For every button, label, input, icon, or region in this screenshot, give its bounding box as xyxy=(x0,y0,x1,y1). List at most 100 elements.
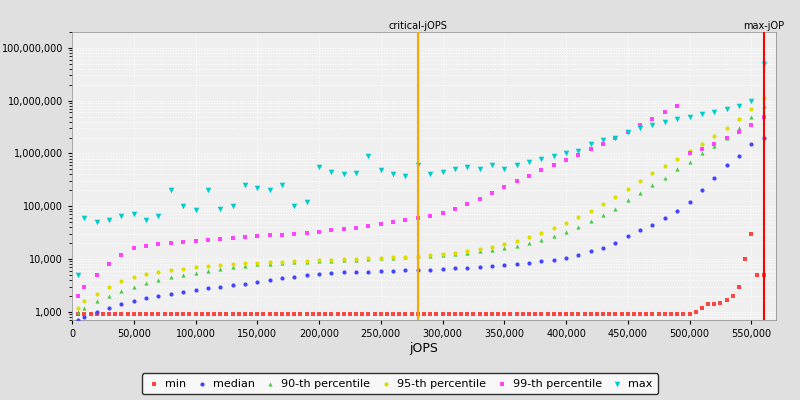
90-th percentile xyxy=(189,270,202,276)
95-th percentile xyxy=(560,220,573,226)
median xyxy=(127,298,140,304)
max xyxy=(288,203,301,210)
95-th percentile xyxy=(127,274,140,280)
median xyxy=(547,257,560,264)
median xyxy=(177,288,190,295)
min xyxy=(208,311,221,318)
99-th percentile xyxy=(720,134,733,141)
99-th percentile xyxy=(560,157,573,163)
Text: max-jOP: max-jOP xyxy=(743,20,784,30)
median xyxy=(522,260,535,266)
min xyxy=(522,311,535,318)
95-th percentile xyxy=(584,208,597,214)
min xyxy=(350,311,362,318)
95-th percentile xyxy=(720,125,733,132)
95-th percentile xyxy=(72,304,85,311)
min xyxy=(541,311,554,318)
min xyxy=(325,311,338,318)
90-th percentile xyxy=(572,224,585,230)
median xyxy=(386,268,399,274)
max xyxy=(720,106,733,112)
95-th percentile xyxy=(609,194,622,200)
99-th percentile xyxy=(634,122,646,129)
min xyxy=(510,311,523,318)
median xyxy=(670,208,683,214)
90-th percentile xyxy=(622,197,634,204)
median xyxy=(263,277,276,283)
median xyxy=(424,266,437,273)
95-th percentile xyxy=(251,260,264,266)
95-th percentile xyxy=(708,133,721,140)
median xyxy=(102,304,115,311)
min xyxy=(690,309,702,315)
90-th percentile xyxy=(758,102,770,109)
median xyxy=(473,264,486,270)
99-th percentile xyxy=(251,233,264,240)
95-th percentile xyxy=(424,252,437,259)
max xyxy=(646,122,659,128)
median xyxy=(683,199,696,205)
median xyxy=(226,282,239,288)
median xyxy=(374,268,387,274)
min xyxy=(251,311,264,318)
min xyxy=(529,311,542,318)
99-th percentile xyxy=(498,184,510,190)
min xyxy=(97,311,110,318)
90-th percentile xyxy=(115,288,128,294)
median xyxy=(325,270,338,276)
99-th percentile xyxy=(473,195,486,202)
90-th percentile xyxy=(313,258,326,265)
99-th percentile xyxy=(115,252,128,258)
min xyxy=(134,311,146,318)
90-th percentile xyxy=(102,293,115,299)
max xyxy=(140,217,153,223)
90-th percentile xyxy=(658,174,671,181)
max xyxy=(251,185,264,191)
max xyxy=(535,155,548,162)
median xyxy=(238,280,251,287)
90-th percentile xyxy=(522,240,535,246)
99-th percentile xyxy=(275,232,288,238)
99-th percentile xyxy=(436,210,449,216)
min xyxy=(406,311,418,318)
95-th percentile xyxy=(102,284,115,290)
min xyxy=(245,311,258,318)
max xyxy=(411,162,424,168)
max xyxy=(486,162,498,168)
95-th percentile xyxy=(634,178,646,184)
99-th percentile xyxy=(78,284,90,290)
99-th percentile xyxy=(658,109,671,116)
min xyxy=(720,296,733,303)
min xyxy=(622,311,634,318)
min xyxy=(78,311,90,318)
min xyxy=(170,311,183,318)
median xyxy=(646,221,659,228)
90-th percentile xyxy=(424,253,437,259)
min xyxy=(362,311,375,318)
min xyxy=(263,311,276,318)
99-th percentile xyxy=(670,102,683,109)
min xyxy=(313,311,326,318)
90-th percentile xyxy=(733,125,746,132)
min xyxy=(597,311,610,318)
95-th percentile xyxy=(695,141,708,147)
min xyxy=(232,311,245,318)
max xyxy=(572,148,585,154)
99-th percentile xyxy=(449,206,462,212)
min xyxy=(270,311,282,318)
min xyxy=(492,311,505,318)
99-th percentile xyxy=(758,113,770,120)
99-th percentile xyxy=(584,146,597,152)
min xyxy=(189,311,202,318)
90-th percentile xyxy=(165,274,178,280)
95-th percentile xyxy=(411,253,424,260)
90-th percentile xyxy=(510,242,523,249)
max xyxy=(362,153,375,159)
max xyxy=(263,187,276,194)
min xyxy=(486,311,498,318)
99-th percentile xyxy=(510,178,523,184)
min xyxy=(473,311,486,318)
min xyxy=(665,311,678,318)
95-th percentile xyxy=(449,250,462,256)
median xyxy=(338,269,350,276)
